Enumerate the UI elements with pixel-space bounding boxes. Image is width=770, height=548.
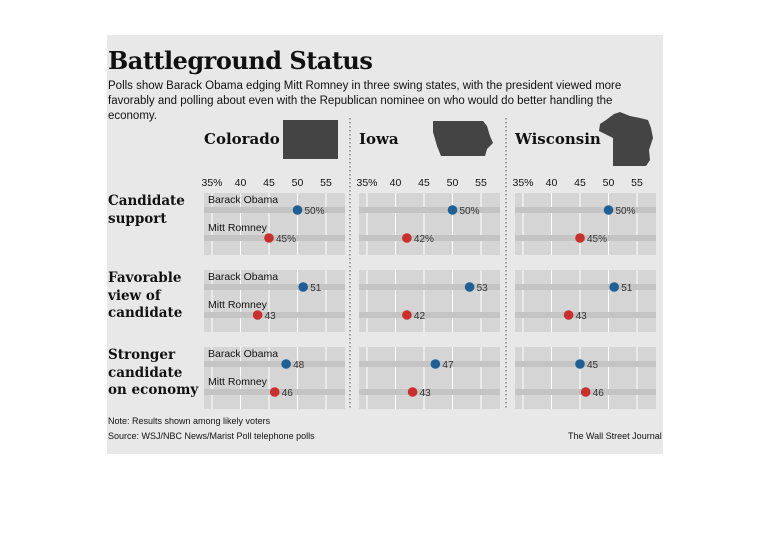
candidate-track — [204, 284, 345, 290]
romney-dot — [407, 387, 418, 397]
note-text: Note: Results shown among likely voters — [108, 416, 271, 426]
candidate-label: Barack Obama — [208, 348, 278, 360]
value-label: 50% — [460, 206, 480, 217]
romney-dot — [575, 233, 585, 243]
panel-band — [515, 270, 656, 332]
value-label: 50% — [616, 206, 636, 217]
value-label: 43 — [265, 311, 277, 322]
romney-dot — [402, 233, 412, 243]
candidate-label: Mitt Romney — [208, 299, 268, 311]
obama-dot — [298, 282, 309, 292]
romney-dot — [269, 387, 280, 397]
candidate-track — [359, 361, 500, 367]
panel-band — [204, 193, 345, 255]
value-label: 43 — [420, 388, 432, 399]
state-name-wisconsin: Wisconsin — [515, 130, 601, 148]
obama-dot — [430, 359, 441, 369]
romney-dot — [252, 310, 263, 320]
panel-band — [359, 270, 500, 332]
candidate-track — [515, 207, 656, 213]
obama-dot — [281, 359, 291, 369]
tick-label: 55 — [475, 177, 487, 189]
tick-label: 55 — [631, 177, 643, 189]
value-label: 46 — [593, 388, 605, 399]
chart-title: Battleground Status — [108, 46, 373, 75]
chart-subtitle: Polls show Barack Obama edging Mitt Romn… — [108, 80, 622, 122]
value-label: 42% — [414, 234, 434, 245]
candidate-track — [515, 235, 656, 241]
obama-dot — [575, 359, 585, 369]
tick-label: 50 — [603, 177, 615, 189]
value-label: 46 — [282, 388, 294, 399]
value-label: 45% — [276, 234, 296, 245]
tick-label: 40 — [390, 177, 402, 189]
obama-dot — [292, 205, 303, 215]
tick-label: 55 — [320, 177, 332, 189]
iowa-map-icon — [433, 121, 493, 156]
candidate-track — [204, 361, 345, 367]
row-label-favorable: Favorable view of candidate — [108, 270, 183, 321]
value-label: 53 — [477, 283, 489, 294]
value-label: 47 — [442, 360, 454, 371]
romney-dot — [264, 233, 274, 243]
romney-dot — [402, 310, 412, 320]
panel-band — [204, 270, 345, 332]
value-label: 48 — [293, 360, 305, 371]
panel-band — [515, 193, 656, 255]
tick-label: 50 — [292, 177, 304, 189]
candidate-track — [204, 312, 345, 318]
tick-label: 45 — [263, 177, 275, 189]
value-label: 51 — [621, 283, 633, 294]
tick-label: 50 — [447, 177, 459, 189]
row-label-economy: Stronger candidate on economy — [108, 347, 199, 398]
romney-dot — [580, 387, 591, 397]
row-label-support: Candidate support — [108, 193, 185, 227]
value-label: 45 — [587, 360, 599, 371]
value-label: 51 — [310, 283, 322, 294]
tick-label: 35% — [356, 177, 377, 189]
romney-dot — [563, 310, 574, 320]
value-label: 42 — [414, 311, 426, 322]
candidate-track — [359, 235, 500, 241]
tick-label: 40 — [546, 177, 558, 189]
tick-label: 35% — [512, 177, 533, 189]
obama-dot — [447, 205, 458, 215]
wisconsin-map-icon — [599, 112, 653, 166]
value-label: 43 — [576, 311, 588, 322]
candidate-label: Barack Obama — [208, 194, 278, 206]
candidate-track — [359, 312, 500, 318]
tick-label: 45 — [418, 177, 430, 189]
tick-label: 35% — [201, 177, 222, 189]
candidate-track — [204, 207, 345, 213]
panel-band — [515, 347, 656, 409]
panel-band — [359, 193, 500, 255]
obama-dot — [603, 205, 614, 215]
candidate-track — [515, 284, 656, 290]
source-text: Source: WSJ/NBC News/Marist Poll telepho… — [108, 431, 315, 441]
state-name-iowa: Iowa — [359, 130, 399, 148]
colorado-map-icon — [283, 120, 338, 159]
candidate-track — [204, 235, 345, 241]
candidate-track — [515, 361, 656, 367]
candidate-label: Barack Obama — [208, 271, 278, 283]
tick-label: 40 — [235, 177, 247, 189]
candidate-track — [359, 389, 500, 395]
obama-dot — [464, 282, 475, 292]
credit-text: The Wall Street Journal — [568, 431, 662, 441]
panel-band — [204, 347, 345, 409]
tick-label: 45 — [574, 177, 586, 189]
candidate-label: Mitt Romney — [208, 376, 268, 388]
state-name-colorado: Colorado — [204, 130, 280, 148]
panel-band — [359, 347, 500, 409]
candidate-label: Mitt Romney — [208, 222, 268, 234]
value-label: 50% — [305, 206, 325, 217]
candidate-track — [359, 207, 500, 213]
candidate-track — [359, 284, 500, 290]
obama-dot — [609, 282, 619, 292]
candidate-track — [515, 312, 656, 318]
value-label: 45% — [587, 234, 607, 245]
